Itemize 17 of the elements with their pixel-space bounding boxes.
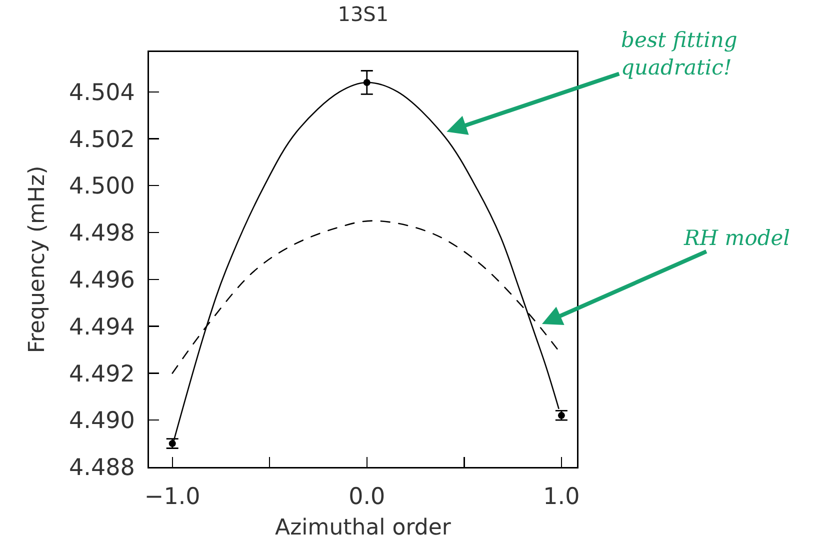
- annotation: RH model: [683, 226, 790, 250]
- y-tick-label: 4.500: [69, 174, 135, 200]
- x-axis-title: Azimuthal order: [275, 516, 452, 541]
- y-tick-label: 4.494: [69, 314, 135, 340]
- y-tick-label: 4.488: [69, 455, 135, 482]
- y-tick-label: 4.498: [69, 220, 135, 247]
- x-tick-label: 0.0: [348, 484, 386, 510]
- x-tick-label: 1.0: [543, 484, 580, 510]
- y-tick-label: 4.492: [69, 361, 135, 388]
- annotation: best fitting quadratic!: [621, 28, 738, 80]
- y-tick-label: 4.496: [69, 267, 135, 294]
- x-tick-label: −1.0: [144, 484, 200, 510]
- y-tick-label: 4.490: [69, 408, 135, 434]
- y-tick-label: 4.504: [69, 80, 135, 106]
- y-axis-title: Frequency (mHz): [25, 166, 50, 354]
- y-tick-label: 4.502: [69, 126, 135, 153]
- chart-title: 13S1: [338, 2, 389, 26]
